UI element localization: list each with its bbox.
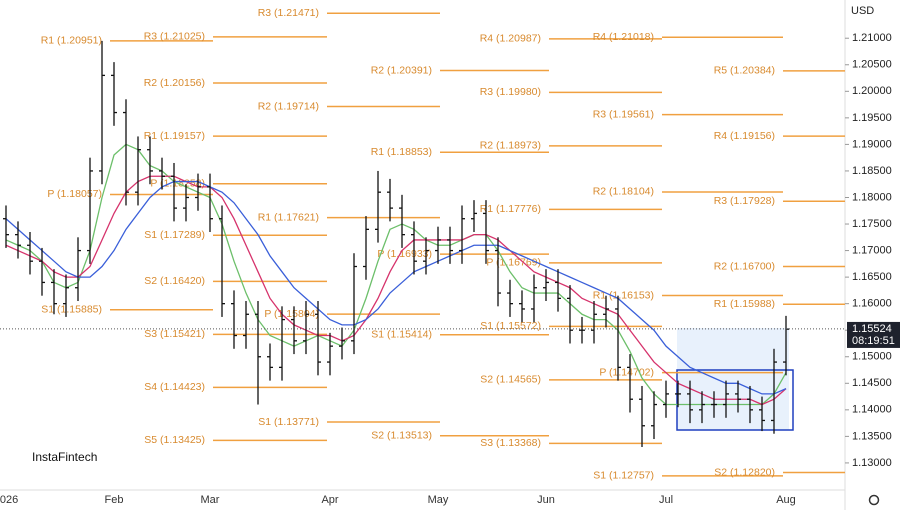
pivot-label: S2 (1.12820) xyxy=(714,466,775,478)
volume-profile-area xyxy=(677,328,789,430)
pivot-label: R3 (1.21471) xyxy=(258,7,319,19)
volume-profile-frame xyxy=(676,369,794,431)
pivot-label: R1 (1.17621) xyxy=(258,211,319,223)
y-tick-label: 1.17500 xyxy=(852,218,892,230)
x-tick-label: May xyxy=(428,494,449,506)
y-tick-label: 1.18000 xyxy=(852,191,892,203)
y-tick-label: 1.19500 xyxy=(852,112,892,124)
pivot-label: R1 (1.16153) xyxy=(593,289,654,301)
pivot-label: R4 (1.19156) xyxy=(714,130,775,142)
y-tick-label: 1.13000 xyxy=(852,457,892,469)
pivot-label: S1 (1.17289) xyxy=(144,229,205,241)
y-tick-label: 1.14500 xyxy=(852,377,892,389)
current-price-box xyxy=(847,321,900,348)
x-tick-label: Aug xyxy=(776,494,796,506)
pivot-label: R1 (1.17776) xyxy=(480,203,541,215)
pivot-label: R2 (1.19714) xyxy=(258,100,319,112)
pivot-label: P (1.15804) xyxy=(264,308,319,320)
countdown-timer: 08:19:51 xyxy=(852,335,895,347)
y-tick-label: 1.16000 xyxy=(852,298,892,310)
pivot-label: P (1.16769) xyxy=(486,257,541,269)
pivot-label: R2 (1.20156) xyxy=(144,77,205,89)
y-tick-label: 1.17000 xyxy=(852,244,892,256)
y-tick-label: 1.14000 xyxy=(852,404,892,416)
pivot-label: R2 (1.18973) xyxy=(480,140,541,152)
pivot-label: R2 (1.18104) xyxy=(593,186,654,198)
moving-average xyxy=(5,180,787,395)
currency-label[interactable]: USD xyxy=(851,5,874,17)
x-tick-label: Mar xyxy=(201,494,220,506)
pivot-label: R4 (1.20987) xyxy=(480,33,541,45)
x-tick-label: Apr xyxy=(321,494,338,506)
pivot-label: S2 (1.14565) xyxy=(480,374,541,386)
pivot-label: R1 (1.19157) xyxy=(144,130,205,142)
pivot-label: R2 (1.16700) xyxy=(714,260,775,272)
pivot-label: S1 (1.13771) xyxy=(258,416,319,428)
pivot-label: S3 (1.15421) xyxy=(144,328,205,340)
y-tick-label: 1.20500 xyxy=(852,59,892,71)
y-tick-label: 1.19000 xyxy=(852,138,892,150)
pivot-label: P (1.16933) xyxy=(377,248,432,260)
pivot-label: R1 (1.20951) xyxy=(41,35,102,47)
pivot-label: R1 (1.18853) xyxy=(371,146,432,158)
pivot-label: S3 (1.13368) xyxy=(480,437,541,449)
y-tick-label: 1.21000 xyxy=(852,32,892,44)
pivot-label: R5 (1.20384) xyxy=(714,65,775,77)
watermark-box xyxy=(24,444,106,472)
pivot-label: S4 (1.14423) xyxy=(144,381,205,393)
moving-average xyxy=(5,175,787,406)
pivot-label: S1 (1.15414) xyxy=(371,329,432,341)
current-price-label: 1.15524 xyxy=(852,323,892,335)
pivot-label: R3 (1.19980) xyxy=(480,86,541,98)
x-tick-label: Feb xyxy=(105,494,124,506)
pivot-label: P (1.14702) xyxy=(599,366,654,378)
x-tick-label: Jun xyxy=(537,494,555,506)
y-tick-label: 1.13500 xyxy=(852,430,892,442)
moving-average xyxy=(5,143,787,406)
pivot-label: R1 (1.15988) xyxy=(714,298,775,310)
pivot-label: S1 (1.15885) xyxy=(41,304,102,316)
watermark: InstaFintech xyxy=(32,450,97,464)
pivot-label: S1 (1.12757) xyxy=(593,470,654,482)
y-tick-label: 1.18500 xyxy=(852,165,892,177)
pivot-label: S2 (1.13513) xyxy=(371,429,432,441)
pivot-label: S1 (1.15572) xyxy=(480,320,541,332)
pivot-label: R2 (1.20391) xyxy=(371,64,432,76)
settings-icon[interactable] xyxy=(868,494,880,506)
y-tick-label: 1.15000 xyxy=(852,351,892,363)
pivot-label: P (1.18057) xyxy=(47,188,102,200)
pivot-label: S2 (1.16420) xyxy=(144,275,205,287)
pivot-label: R3 (1.17928) xyxy=(714,195,775,207)
pivot-label: R4 (1.21018) xyxy=(593,31,654,43)
pivot-label: R3 (1.19561) xyxy=(593,108,654,120)
pivot-label: S5 (1.13425) xyxy=(144,434,205,446)
y-tick-label: 1.20000 xyxy=(852,85,892,97)
y-tick-label: 1.16500 xyxy=(852,271,892,283)
x-tick-label: Jul xyxy=(659,494,673,506)
x-tick-label: 2026 xyxy=(0,494,18,506)
pivot-label: R3 (1.21025) xyxy=(144,31,205,43)
